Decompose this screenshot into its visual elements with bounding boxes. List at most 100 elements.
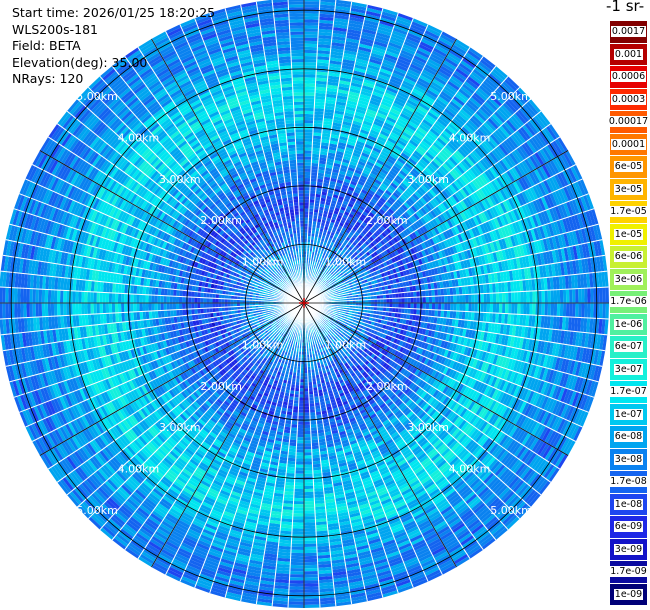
range-gate-cell xyxy=(337,86,350,92)
range-gate-cell xyxy=(319,154,328,159)
range-gate-cell xyxy=(323,262,327,266)
range-gate-cell xyxy=(304,162,312,166)
range-gate-cell xyxy=(556,289,561,303)
range-gate-cell xyxy=(307,236,311,240)
range-gate-cell xyxy=(425,303,430,310)
range-gate-cell xyxy=(435,303,439,310)
range-gate-cell xyxy=(447,303,451,311)
range-gate-cell xyxy=(304,232,308,236)
range-gate-cell xyxy=(322,124,333,129)
range-gate-cell xyxy=(324,102,336,108)
range-gate-cell xyxy=(367,175,376,182)
range-gate-cell xyxy=(431,103,444,113)
range-gate-cell xyxy=(368,189,376,196)
range-gate-cell xyxy=(402,149,412,158)
range-gate-cell xyxy=(318,31,333,37)
range-gate-cell xyxy=(347,97,359,103)
range-gate-cell xyxy=(345,37,360,44)
range-gate-cell xyxy=(368,211,375,218)
range-gate-cell xyxy=(523,303,527,315)
range-gate-cell xyxy=(376,76,390,84)
range-gate-cell xyxy=(389,298,393,303)
range-gate-cell xyxy=(375,34,390,42)
range-gate-cell xyxy=(447,52,462,63)
range-gate-cell xyxy=(389,78,402,86)
range-gate-cell xyxy=(353,188,361,195)
range-gate-cell xyxy=(439,34,455,45)
range-gate-cell xyxy=(325,267,330,271)
range-gate-cell xyxy=(345,146,354,153)
range-gate-cell xyxy=(439,65,454,76)
range-gate-cell xyxy=(416,80,430,89)
range-gate-cell xyxy=(445,54,461,66)
range-gate-cell xyxy=(422,296,426,303)
range-gate-cell xyxy=(449,287,454,296)
range-gate-cell xyxy=(304,251,307,255)
range-gate-cell xyxy=(320,197,327,202)
range-gate-cell xyxy=(387,41,403,50)
range-gate-cell xyxy=(404,308,408,314)
range-gate-cell xyxy=(317,35,333,40)
range-gate-cell xyxy=(412,112,424,122)
range-gate-cell xyxy=(307,229,312,234)
range-gate-cell xyxy=(431,309,435,317)
range-gate-cell xyxy=(319,1,336,6)
range-gate-cell xyxy=(340,127,351,133)
range-gate-cell xyxy=(314,102,325,106)
range-gate-cell xyxy=(425,289,429,297)
range-gate-cell xyxy=(314,199,321,204)
range-gate-cell xyxy=(433,122,445,133)
range-gate-cell xyxy=(413,55,428,64)
range-gate-cell xyxy=(341,65,355,71)
range-gate-cell xyxy=(448,49,464,60)
range-gate-cell xyxy=(355,221,362,227)
range-gate-cell xyxy=(356,137,367,144)
range-gate-cell xyxy=(380,182,389,190)
range-gate-cell xyxy=(304,196,310,200)
range-gate-cell xyxy=(373,85,386,93)
range-gate-cell xyxy=(413,303,417,309)
range-gate-cell xyxy=(316,279,319,283)
range-gate-cell xyxy=(345,103,357,109)
range-gate-cell xyxy=(336,95,348,101)
range-gate-cell xyxy=(415,129,426,138)
range-gate-cell xyxy=(443,85,457,96)
range-gate-cell xyxy=(304,190,310,194)
range-gate-cell xyxy=(502,292,506,303)
range-gate-cell xyxy=(326,192,334,197)
range-gate-cell xyxy=(409,154,420,164)
range-gate-cell xyxy=(456,90,470,102)
range-gate-cell xyxy=(346,189,354,195)
range-gate-cell xyxy=(465,52,480,64)
range-gate-cell xyxy=(304,59,317,63)
range-gate-cell xyxy=(320,222,326,227)
range-gate-cell xyxy=(359,40,374,47)
range-gate-cell xyxy=(367,222,374,229)
range-gate-cell xyxy=(329,221,335,227)
range-gate-cell xyxy=(329,137,339,142)
range-gate-cell xyxy=(550,303,555,317)
range-gate-cell xyxy=(456,303,460,312)
range-gate-cell xyxy=(342,200,349,206)
range-gate-cell xyxy=(453,41,469,53)
range-gate-cell xyxy=(472,68,487,81)
range-gate-cell xyxy=(360,126,371,133)
range-gate-cell xyxy=(304,120,314,124)
range-gate-cell xyxy=(364,13,381,21)
range-gate-cell xyxy=(304,245,307,249)
range-gate-cell xyxy=(397,139,407,147)
range-gate-cell xyxy=(352,70,366,77)
range-gate-cell xyxy=(315,193,322,198)
range-gate-cell xyxy=(359,154,369,161)
range-gate-cell xyxy=(342,118,353,124)
range-gate-cell xyxy=(444,295,448,303)
range-gate-cell xyxy=(320,139,330,144)
range-gate-cell xyxy=(430,81,444,91)
range-gate-cell xyxy=(587,303,591,318)
range-gate-cell xyxy=(383,121,394,130)
range-gate-cell xyxy=(373,215,380,222)
range-gate-cell xyxy=(333,210,339,215)
range-gate-cell xyxy=(317,269,321,274)
range-gate-cell xyxy=(377,187,385,195)
range-gate-cell xyxy=(333,113,344,118)
